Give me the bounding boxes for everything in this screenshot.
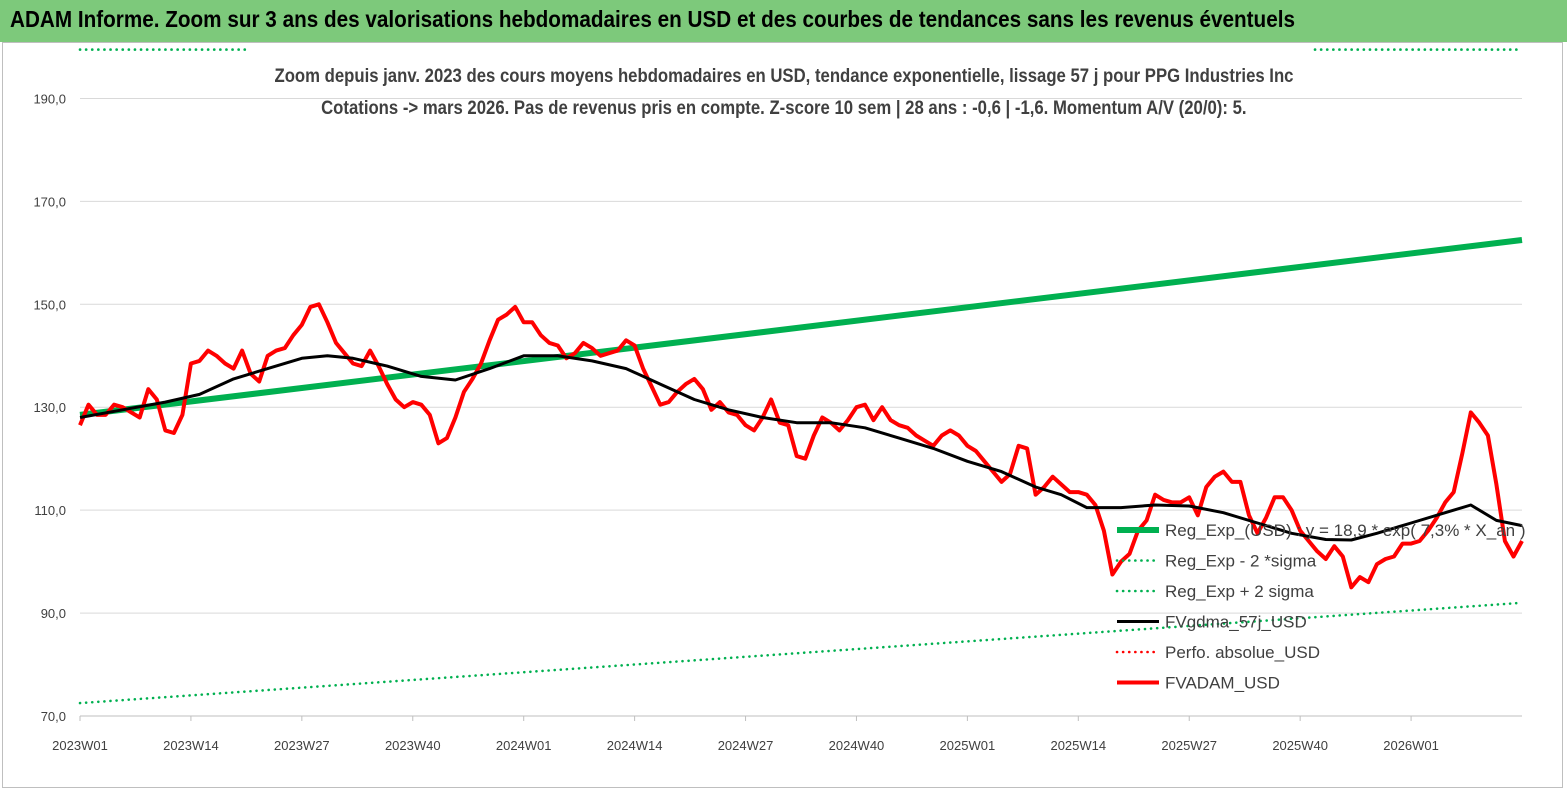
x-tick-label: 2025W01 — [940, 738, 996, 753]
x-tick-label: 2024W14 — [607, 738, 663, 753]
x-tick-label: 2025W27 — [1161, 738, 1217, 753]
x-tick-label: 2023W27 — [274, 738, 330, 753]
fvgdma-57j-line — [79, 354, 1523, 542]
chart-title-wrap: Zoom depuis janv. 2023 des cours moyens … — [0, 66, 1567, 88]
fvadam-line — [78, 302, 1524, 590]
y-tick-label: 90,0 — [41, 606, 66, 621]
legend-label: Perfo. absolue_USD — [1165, 643, 1320, 662]
chart-frame — [2, 42, 1563, 788]
chart-title: Zoom depuis janv. 2023 des cours moyens … — [273, 66, 1293, 87]
x-tick-label: 2024W01 — [496, 738, 552, 753]
y-tick-label: 70,0 — [41, 709, 66, 724]
chart-subtitle-wrap: Cotations -> mars 2026. Pas de revenus p… — [0, 98, 1567, 120]
report-banner: ADAM Informe. Zoom sur 3 ans des valoris… — [0, 0, 1567, 42]
y-tick-label: 130,0 — [33, 400, 66, 415]
x-tick-label: 2023W01 — [52, 738, 108, 753]
legend-label: Reg_Exp + 2 sigma — [1165, 582, 1314, 601]
x-tick-label: 2025W40 — [1272, 738, 1328, 753]
y-tick-label: 110,0 — [34, 503, 66, 518]
x-tick-label: 2024W40 — [829, 738, 885, 753]
x-tick-label: 2024W27 — [718, 738, 774, 753]
legend-label: Reg_Exp - 2 *sigma — [1165, 552, 1317, 571]
legend-label: Reg_Exp_(USD) : y = 18,9 * exp( 7,3% * X… — [1165, 521, 1526, 540]
x-tick-label: 2023W40 — [385, 738, 441, 753]
x-tick-label: 2025W14 — [1050, 738, 1106, 753]
x-tick-label: 2023W14 — [163, 738, 219, 753]
y-tick-label: 150,0 — [33, 297, 66, 312]
report-title: ADAM Informe. Zoom sur 3 ans des valoris… — [10, 6, 1295, 32]
legend-label: FVgdma_57j_USD — [1165, 613, 1307, 632]
x-tick-label: 2026W01 — [1383, 738, 1439, 753]
legend-label: FVADAM_USD — [1165, 674, 1280, 693]
y-tick-label: 170,0 — [33, 194, 66, 209]
chart-subtitle: Cotations -> mars 2026. Pas de revenus p… — [320, 98, 1247, 119]
reg-exp-line — [79, 237, 1523, 418]
y-tick-label: 190,0 — [33, 91, 66, 106]
